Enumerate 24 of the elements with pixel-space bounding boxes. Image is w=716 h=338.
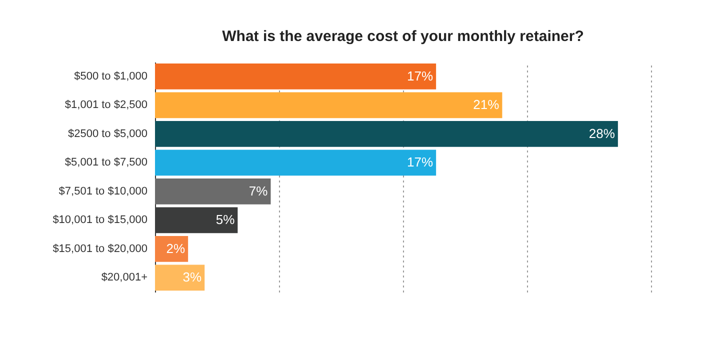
- y-tick-label: $1,001 to $2,500: [64, 99, 148, 112]
- y-tick-label: $2500 to $5,000: [68, 128, 148, 140]
- y-tick-label: $15,001 to $20,000: [52, 242, 148, 255]
- bar: [155, 92, 502, 118]
- bar: [155, 150, 436, 176]
- data-label: 7%: [248, 183, 268, 198]
- data-label: 28%: [588, 126, 616, 141]
- data-label: 3%: [182, 270, 202, 285]
- bar: [155, 120, 618, 147]
- y-tick-label: $20,001+: [101, 272, 148, 284]
- bar: [155, 236, 188, 262]
- data-label: 17%: [407, 154, 434, 170]
- data-label: 21%: [473, 97, 500, 112]
- data-label: 2%: [166, 240, 186, 256]
- chart-title: What is the average cost of your monthly retainer?: [222, 28, 584, 45]
- data-label: 5%: [216, 212, 236, 228]
- y-tick-label: $7,501 to $10,000: [58, 185, 148, 198]
- bar: [155, 264, 205, 291]
- bar: [155, 178, 271, 204]
- y-tick-label: $5,001 to $7,500: [64, 156, 148, 169]
- data-label: 17%: [407, 68, 434, 84]
- y-tick-label: $500 to $1,000: [74, 70, 148, 82]
- y-tick-label: $10,001 to $15,000: [52, 214, 148, 226]
- bar: [155, 63, 436, 90]
